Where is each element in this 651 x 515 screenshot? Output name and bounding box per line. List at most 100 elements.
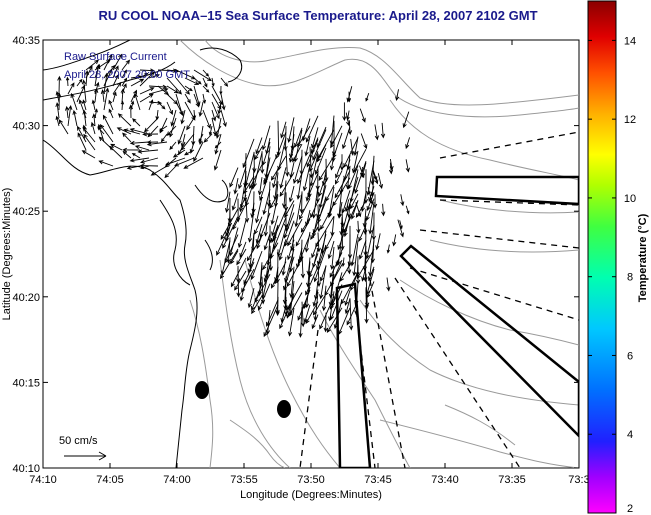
- current-vector: [262, 242, 279, 271]
- current-vector: [166, 85, 179, 94]
- current-vector: [72, 109, 78, 127]
- current-vector: [397, 219, 404, 238]
- current-vector: [102, 114, 114, 135]
- current-vector: [321, 285, 327, 312]
- current-vector: [148, 73, 161, 79]
- current-vector: [231, 193, 239, 211]
- current-vector: [271, 274, 279, 289]
- current-vector: [120, 100, 125, 111]
- current-vector: [311, 314, 319, 330]
- colorbar-ticks: 14 12 10 8 6 4 2: [588, 35, 636, 515]
- current-vector: [166, 77, 182, 95]
- y-tick-label: 40:15: [12, 377, 40, 389]
- current-vector: [164, 165, 177, 179]
- current-vector: [219, 248, 239, 280]
- current-vector: [288, 185, 295, 203]
- current-vector: [91, 113, 97, 127]
- legend-line-1: Raw Surface Current: [64, 51, 167, 63]
- current-vector: [354, 161, 367, 195]
- current-vector: [240, 194, 247, 210]
- current-vector: [193, 77, 202, 85]
- current-vector: [344, 199, 350, 213]
- current-vector: [335, 170, 343, 185]
- current-vector: [352, 240, 359, 277]
- current-vector: [250, 250, 263, 281]
- current-vector: [269, 193, 279, 209]
- current-vector: [175, 101, 184, 117]
- colorbar-tick-label: 10: [624, 193, 636, 205]
- current-vector: [304, 272, 311, 309]
- current-vector: [318, 155, 335, 181]
- y-tick-label: 40:35: [12, 35, 40, 47]
- current-vector: [57, 75, 62, 95]
- current-vector: [238, 166, 247, 190]
- current-vector: [139, 163, 159, 168]
- current-vector: [335, 160, 343, 179]
- y-tick-label: 40:20: [12, 292, 40, 304]
- current-vector: [341, 126, 351, 150]
- current-vector: [237, 219, 247, 249]
- current-vector: [305, 301, 319, 325]
- current-vector: [130, 74, 143, 79]
- current-vector: [229, 167, 239, 188]
- current-vector: [262, 188, 271, 216]
- current-vector: [157, 101, 166, 110]
- current-vector: [281, 256, 287, 276]
- current-vector: [287, 307, 295, 337]
- current-vector: [346, 202, 352, 219]
- current-vector: [318, 174, 327, 198]
- current-vector: [319, 296, 335, 330]
- current-vector: [288, 292, 303, 317]
- current-vector: [279, 296, 295, 330]
- colorbar-tick-label: 8: [627, 272, 633, 284]
- current-vector: [222, 216, 239, 249]
- current-vector: [341, 257, 345, 268]
- current-vector: [214, 125, 222, 137]
- y-tick-label: 40:25: [12, 206, 40, 218]
- current-vector: [126, 165, 141, 170]
- x-tick-label: 73:55: [230, 474, 258, 486]
- current-vector: [310, 226, 319, 240]
- current-vector: [174, 157, 195, 167]
- current-vector: [121, 59, 131, 71]
- x-tick-label: 73:45: [364, 474, 392, 486]
- current-vector: [292, 143, 303, 163]
- transect-boxes: [335, 175, 579, 468]
- current-vector: [359, 108, 366, 123]
- current-vector: [361, 266, 367, 282]
- current-vector: [364, 289, 369, 324]
- current-vector: [296, 172, 303, 200]
- station-marker: [195, 381, 209, 399]
- current-vector: [389, 159, 394, 171]
- current-vector: [55, 102, 60, 119]
- current-vector: [386, 244, 390, 254]
- current-vector: [320, 203, 335, 231]
- current-vector: [319, 265, 327, 300]
- current-vector: [202, 93, 207, 105]
- current-vector: [350, 233, 359, 267]
- current-vector: [287, 117, 295, 144]
- current-vector: [342, 102, 347, 122]
- current-vector: [67, 104, 73, 127]
- current-vector: [257, 283, 271, 311]
- colorbar: 14 12 10 8 6 4 2 Temperature (°C): [587, 0, 649, 515]
- current-vector: [202, 109, 211, 129]
- current-vector: [100, 89, 106, 103]
- current-vector: [294, 192, 303, 228]
- current-vector: [183, 149, 195, 156]
- current-vector: [304, 136, 311, 157]
- current-vector: [285, 148, 290, 177]
- current-vector: [166, 125, 177, 137]
- current-vector: [148, 99, 154, 111]
- current-vector: [220, 109, 227, 128]
- current-vector: [83, 133, 96, 151]
- current-vector: [202, 77, 208, 88]
- x-axis-ticks: 74:10 74:05 74:00 73:55 73:50 73:45 73:40 73:35…: [29, 40, 590, 486]
- colorbar-tick-label: 12: [624, 114, 636, 126]
- current-vector: [271, 215, 279, 237]
- colorbar-tick-label: 4: [627, 429, 633, 441]
- current-vector: [94, 64, 100, 87]
- current-vector: [184, 85, 193, 92]
- x-tick-label: 74:00: [163, 474, 191, 486]
- current-vector: [103, 87, 110, 111]
